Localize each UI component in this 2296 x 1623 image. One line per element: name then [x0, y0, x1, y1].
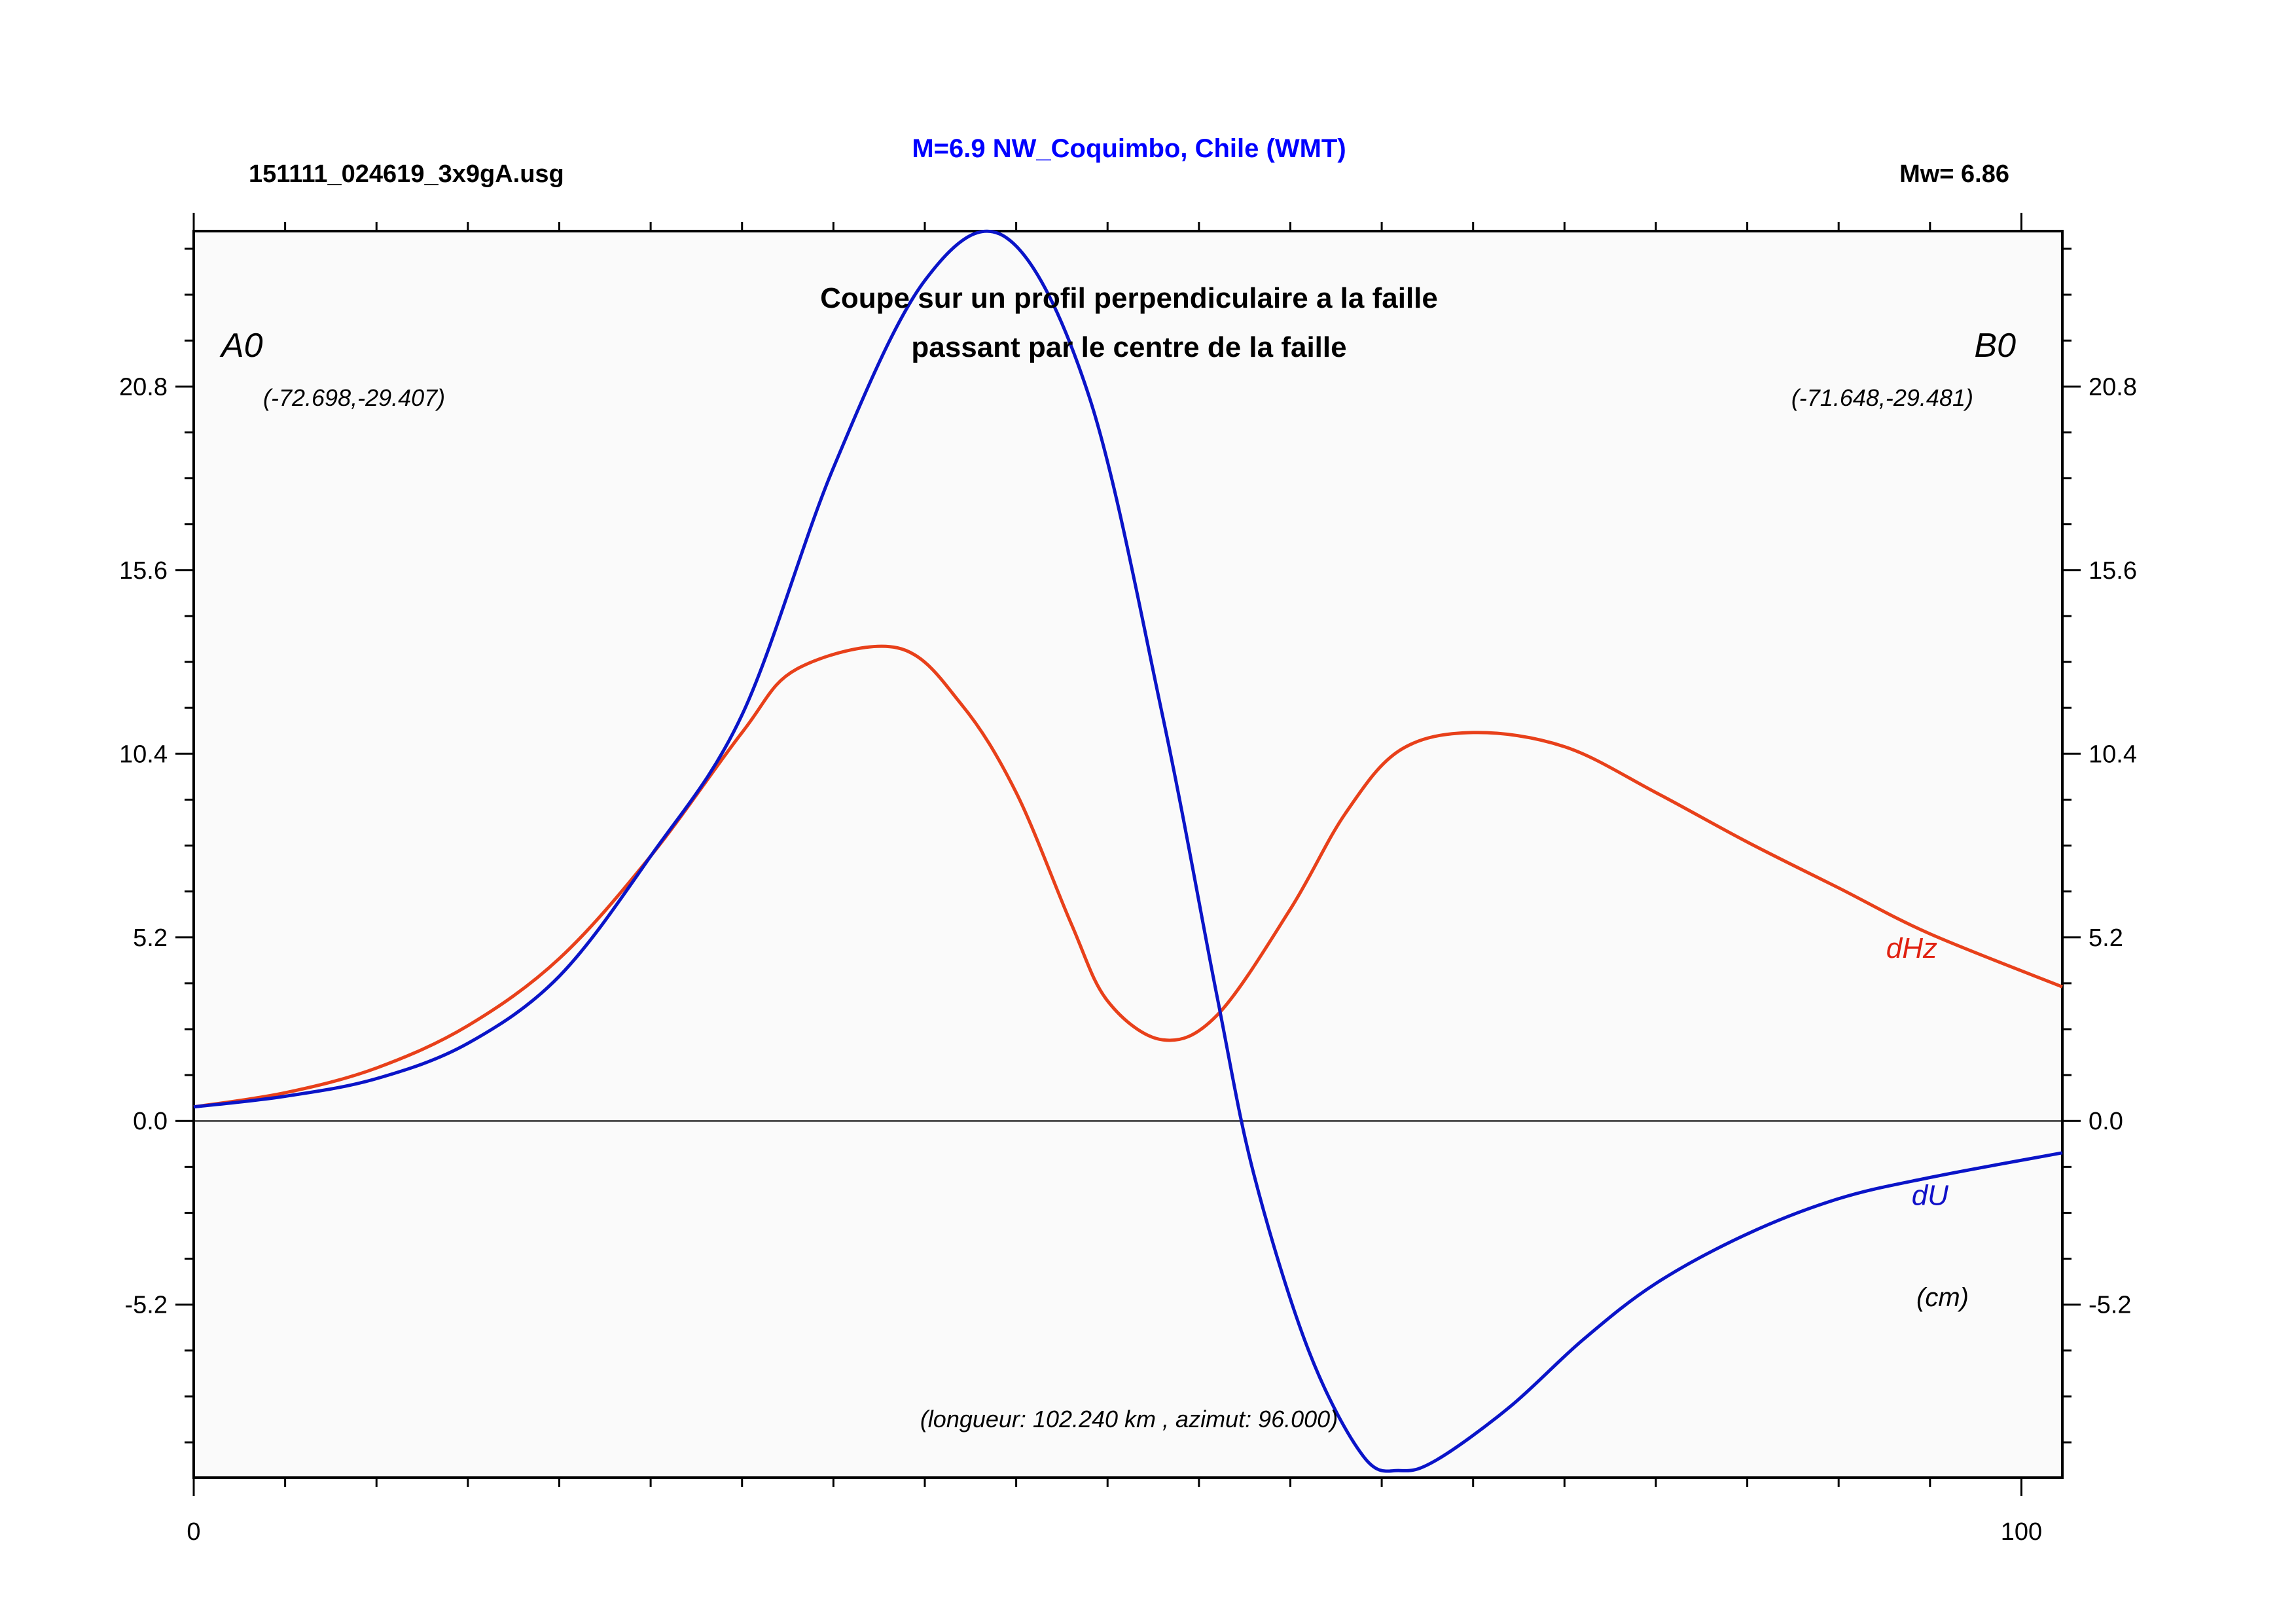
file-name: 151111_024619_3x9gA.usg [249, 160, 564, 188]
y-tick-labels-right: 20.8 15.6 10.4 5.2 0.0 -5.2 [2089, 373, 2137, 1319]
event-title: M=6.9 NW_Coquimbo, Chile (WMT) [912, 134, 1346, 163]
magnitude-label: Mw= 6.86 [1899, 160, 2009, 188]
start-point-label: A0 [219, 327, 263, 365]
chart-title: Coupe sur un profil perpendiculaire a la… [820, 282, 1438, 314]
y-tick-label-left: 20.8 [119, 373, 168, 401]
tick-marks [175, 213, 2081, 1496]
y-tick-label-left: 0.0 [133, 1108, 168, 1135]
end-point-label: B0 [1974, 327, 2016, 365]
start-point-coords: (-72.698,-29.407) [263, 384, 445, 411]
profile-info: (longueur: 102.240 km , azimut: 96.000) [920, 1406, 1338, 1432]
y-tick-label-right: 0.0 [2089, 1108, 2123, 1135]
x-tick-label: 0 [187, 1518, 200, 1546]
y-tick-label-left: 5.2 [133, 924, 168, 952]
y-tick-label-right: 10.4 [2089, 740, 2137, 768]
end-point-coords: (-71.648,-29.481) [1791, 384, 1973, 411]
y-tick-labels-left: 20.8 15.6 10.4 5.2 0.0 -5.2 [119, 373, 168, 1319]
series-label-dhz: dHz [1886, 932, 1937, 964]
series-line-du [193, 229, 2063, 1473]
series-label-du: dU [1912, 1179, 1948, 1211]
y-tick-label-right: 20.8 [2089, 373, 2137, 401]
plot-area [192, 230, 2064, 1479]
x-tick-label: 100 [2001, 1518, 2042, 1546]
y-tick-label-left: 15.6 [119, 557, 168, 585]
unit-label: (cm) [1916, 1283, 1969, 1312]
y-tick-label-right: 5.2 [2089, 924, 2123, 952]
y-tick-label-right: 15.6 [2089, 557, 2137, 585]
y-tick-label-left: 10.4 [119, 740, 168, 768]
series-line-dhz [193, 644, 2063, 1109]
y-tick-label-right: -5.2 [2089, 1292, 2131, 1319]
y-tick-label-left: -5.2 [125, 1292, 168, 1319]
x-tick-labels: 0 100 [187, 1518, 2042, 1546]
chart-subtitle: passant par le centre de la faille [911, 331, 1346, 363]
series-layer: dHz dU [193, 229, 2063, 1473]
